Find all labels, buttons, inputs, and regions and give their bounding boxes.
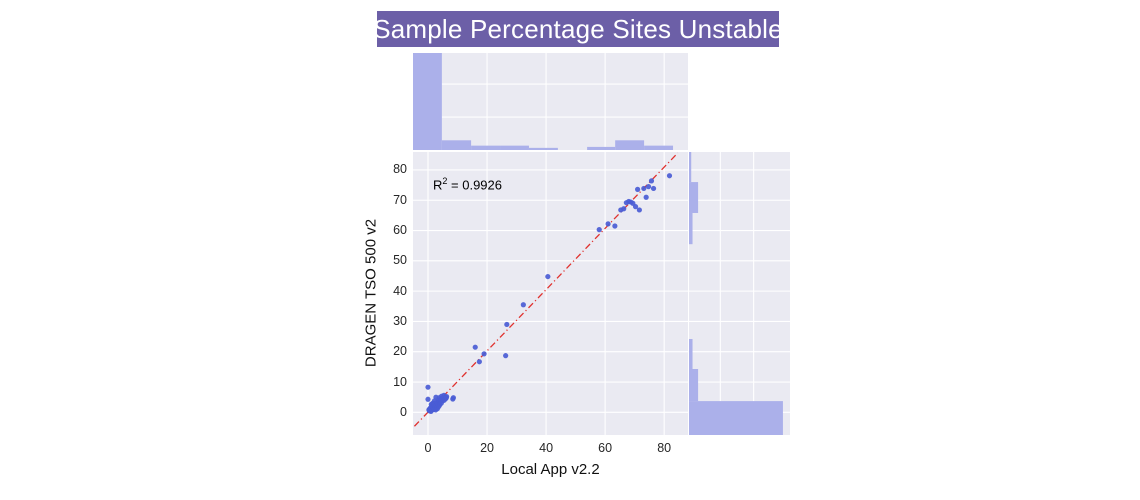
scatter-point bbox=[481, 351, 487, 357]
scatter-point bbox=[635, 186, 641, 192]
histogram-bar bbox=[689, 339, 693, 369]
histogram-bar bbox=[587, 146, 616, 150]
scatter-plot bbox=[413, 152, 688, 435]
chart-title-banner: Sample Percentage Sites Unstable bbox=[373, 11, 783, 47]
scatter-point bbox=[425, 384, 431, 390]
identity-regression-line bbox=[413, 152, 679, 427]
y-tick-label: 60 bbox=[393, 223, 407, 238]
scatter-point bbox=[666, 173, 673, 179]
histogram-bar bbox=[441, 140, 472, 150]
x-axis-label: Local App v2.2 bbox=[501, 461, 600, 478]
y-tick-label: 10 bbox=[393, 374, 407, 389]
y-tick-label: 0 bbox=[400, 404, 407, 419]
scatter-point bbox=[636, 207, 642, 213]
scatter-point bbox=[433, 407, 439, 413]
histogram-bar bbox=[689, 368, 699, 402]
scatter-point bbox=[450, 395, 456, 401]
r-squared-value: = 0.9926 bbox=[447, 177, 502, 193]
scatter-point bbox=[476, 359, 482, 365]
right-marginal-histogram bbox=[689, 152, 790, 435]
scatter-point bbox=[503, 353, 509, 359]
scatter-point bbox=[605, 221, 611, 227]
y-tick-label: 70 bbox=[393, 192, 407, 207]
r-squared-symbol: R bbox=[433, 177, 443, 193]
histogram-bar bbox=[500, 145, 529, 150]
histogram-bar bbox=[689, 401, 783, 435]
histogram-bar bbox=[413, 53, 442, 150]
scatter-point bbox=[648, 178, 655, 184]
histogram-bar bbox=[689, 152, 692, 183]
y-tick-label: 50 bbox=[393, 253, 407, 268]
scatter-point bbox=[443, 395, 449, 401]
scatter-point bbox=[643, 194, 649, 200]
histogram-bar bbox=[689, 212, 693, 245]
histogram-bar bbox=[644, 145, 674, 150]
y-tick-label: 20 bbox=[393, 344, 407, 359]
histogram-bar bbox=[689, 182, 699, 213]
scatter-point bbox=[612, 223, 618, 229]
x-tick-label: 80 bbox=[657, 441, 672, 455]
x-tick-label: 60 bbox=[598, 441, 613, 455]
x-tick-label: 20 bbox=[480, 441, 494, 455]
histogram-bar bbox=[471, 145, 501, 150]
histogram-bar bbox=[615, 140, 645, 150]
x-tick-label: 40 bbox=[539, 441, 554, 455]
y-tick-label: 30 bbox=[393, 313, 407, 328]
r-squared-exponent: 2 bbox=[442, 176, 448, 186]
top-marginal-histogram bbox=[413, 53, 688, 150]
y-axis-label: DRAGEN TSO 500 v2 bbox=[362, 218, 380, 368]
scatter-point bbox=[650, 185, 657, 192]
histogram-bar bbox=[528, 147, 558, 150]
y-tick-label: 80 bbox=[393, 162, 407, 177]
r-squared-annotation: R2 = 0.9926 bbox=[433, 176, 502, 192]
scatter-point bbox=[425, 396, 431, 402]
scatter-point bbox=[632, 204, 639, 210]
scatter-point bbox=[596, 227, 602, 233]
scatter-point bbox=[545, 273, 551, 280]
chart-title-text: Sample Percentage Sites Unstable bbox=[373, 13, 783, 44]
scatter-point bbox=[472, 344, 478, 350]
scatter-point bbox=[504, 321, 510, 328]
scatter-point bbox=[621, 206, 627, 212]
y-tick-label: 40 bbox=[393, 283, 407, 298]
scatter-point bbox=[645, 184, 652, 190]
scatter-point bbox=[520, 302, 526, 308]
x-tick-label: 0 bbox=[424, 441, 432, 455]
scatter-point bbox=[641, 185, 647, 192]
